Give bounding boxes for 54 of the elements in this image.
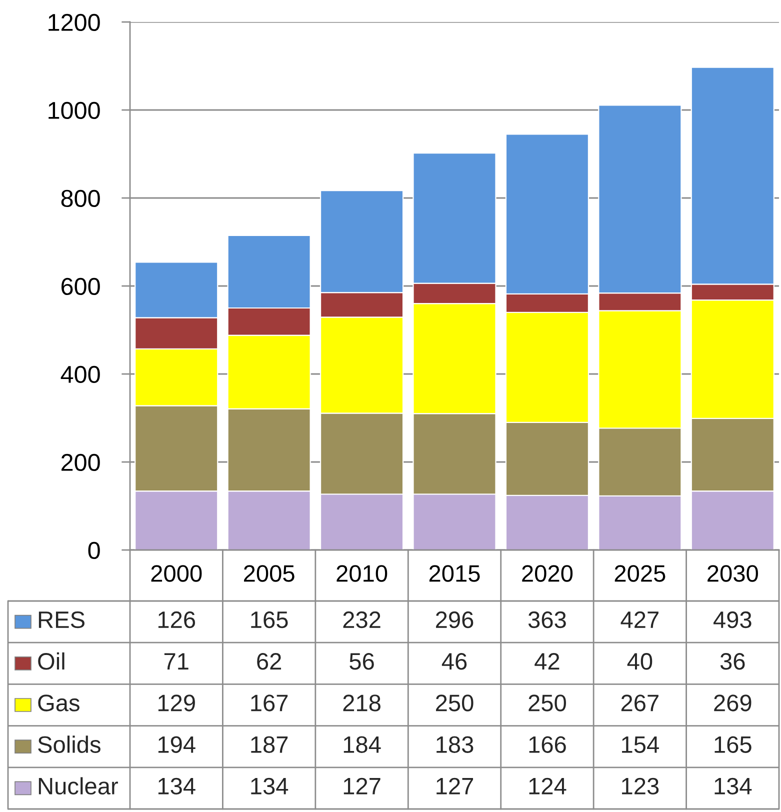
data-label: 123	[622, 778, 659, 795]
x-tick-label: 2005	[244, 565, 294, 582]
data-label: 134	[251, 778, 288, 795]
x-tick-label: 2000	[151, 565, 202, 582]
data-label: 167	[251, 694, 288, 712]
x-tick-label: 2015	[429, 565, 480, 582]
data-label: 184	[344, 736, 381, 753]
data-label: 166	[529, 736, 566, 753]
data-label: 134	[714, 778, 752, 795]
data-label: 46	[442, 653, 467, 670]
y-tick-label: 200	[62, 454, 100, 472]
data-label: 36	[720, 653, 745, 670]
data-label: 183	[436, 736, 474, 753]
y-tick-label: 400	[60, 366, 100, 384]
data-label: 62	[257, 653, 282, 670]
legend-label: RES	[38, 611, 84, 628]
data-label: 187	[251, 736, 288, 753]
data-label: 127	[344, 778, 380, 794]
legend-label: Oil	[38, 652, 64, 670]
x-tick-label: 2030	[708, 565, 758, 582]
data-label: 42	[534, 653, 560, 670]
legend-label: Gas	[38, 694, 80, 712]
data-label: 267	[621, 694, 658, 712]
data-label: 154	[622, 736, 659, 753]
data-label: 56	[350, 653, 374, 670]
data-label: 124	[529, 778, 566, 794]
data-label: 232	[343, 611, 380, 628]
data-label: 129	[158, 694, 195, 712]
data-label: 363	[528, 611, 566, 628]
data-label: 269	[714, 694, 752, 712]
legend-label: Nuclear	[38, 777, 118, 795]
data-label: 296	[436, 611, 474, 628]
data-label: 127	[436, 778, 474, 794]
data-label: 40	[627, 653, 652, 670]
y-tick-label: 1000	[48, 102, 100, 120]
y-tick-label: 800	[61, 190, 100, 208]
x-tick-label: 2025	[614, 565, 666, 582]
data-label: 427	[620, 611, 658, 628]
legend-label: Solids	[38, 736, 100, 753]
data-label: 165	[251, 611, 288, 628]
data-label: 250	[436, 694, 474, 712]
x-tick-label: 2010	[336, 565, 388, 582]
y-tick-label: 600	[62, 278, 100, 296]
data-label: 165	[714, 736, 752, 753]
y-tick-label: 1200	[48, 14, 100, 32]
data-label: 250	[528, 694, 566, 712]
data-label: 134	[158, 778, 196, 795]
data-label: 218	[343, 694, 380, 712]
data-label: 71	[164, 653, 188, 670]
y-tick-label: 0	[88, 542, 100, 560]
data-label: 126	[158, 611, 196, 628]
data-label: 194	[158, 736, 196, 753]
data-label: 493	[713, 611, 752, 628]
x-tick-label: 2020	[522, 565, 573, 582]
